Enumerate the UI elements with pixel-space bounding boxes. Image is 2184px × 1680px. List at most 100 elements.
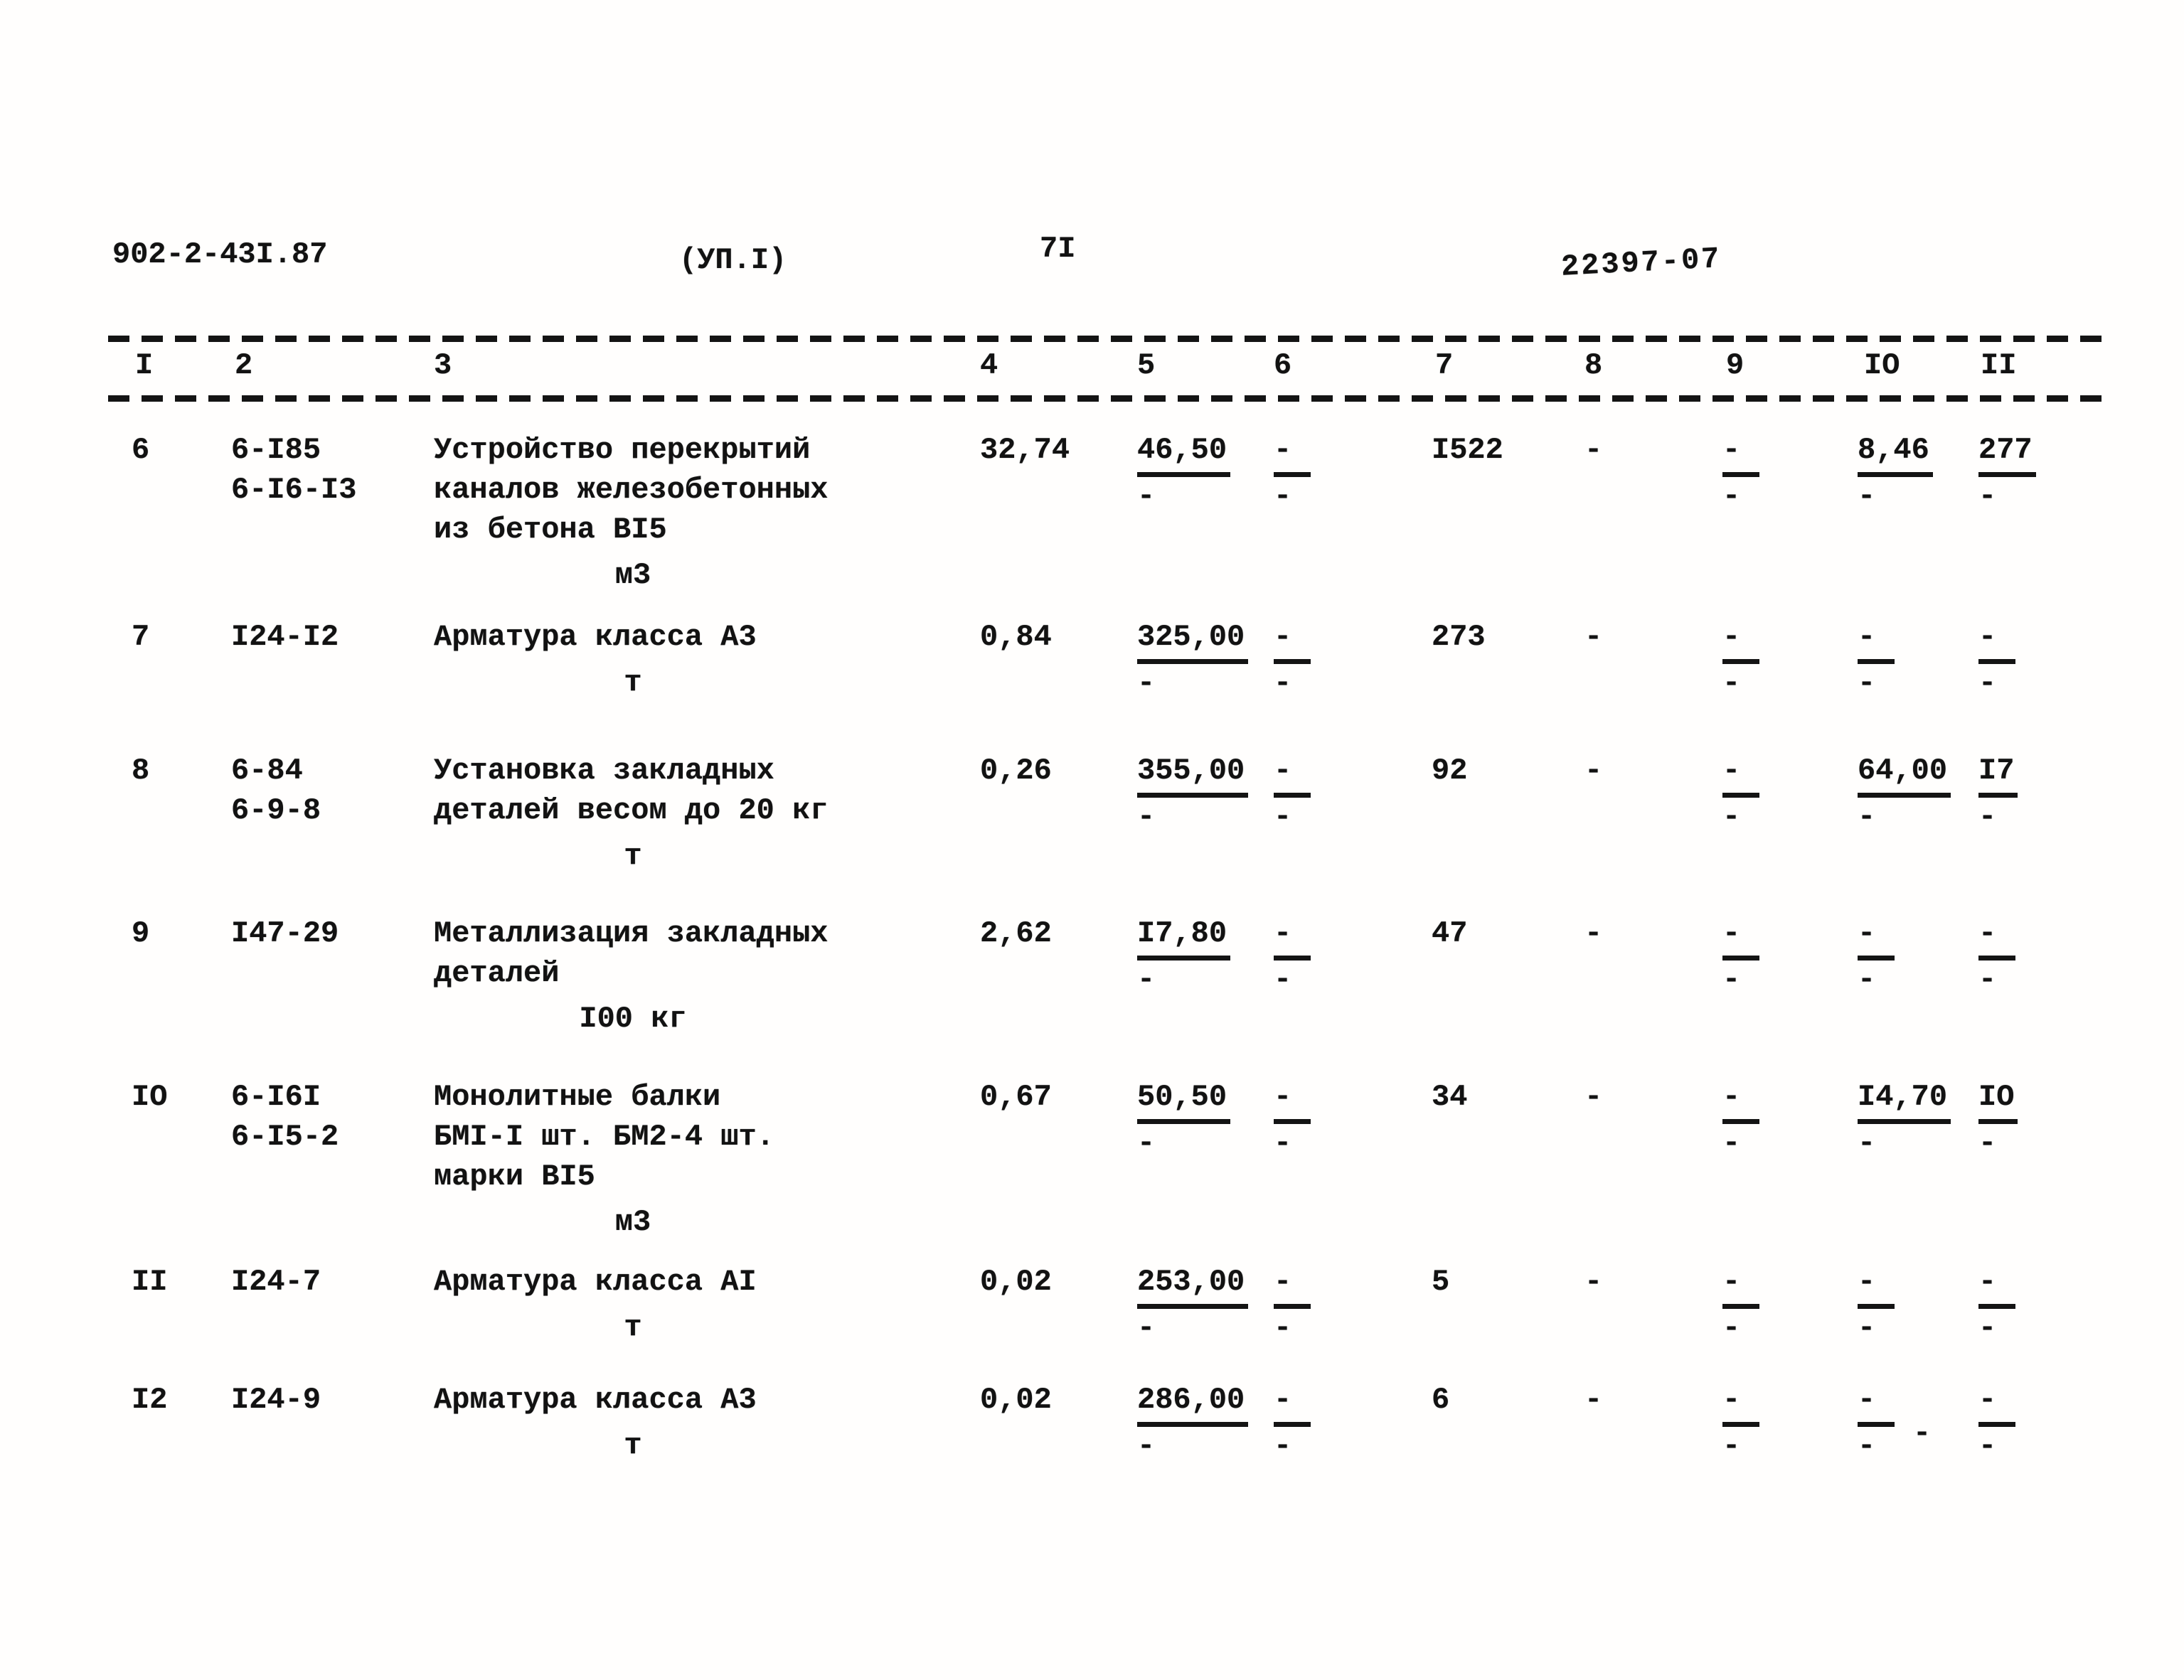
stray-dash-mark: - — [1913, 1416, 1932, 1450]
row-number: 9 — [132, 916, 150, 951]
fraction-top: I7 — [1978, 751, 2018, 798]
fraction-top: - — [1978, 1262, 2015, 1309]
fraction-bottom: - — [1858, 1311, 1876, 1345]
column-6-fraction: - - — [1274, 751, 1311, 833]
labor-unit-fraction: - - — [1858, 617, 1895, 700]
row-number: 7 — [132, 620, 150, 654]
fraction-bottom: - — [1722, 1126, 1741, 1160]
unit-cost-fraction: 325,00 - — [1137, 617, 1249, 700]
work-description: Установка закладных деталей весом до 20 … — [434, 751, 832, 876]
labor-unit-fraction: - - — [1858, 1380, 1895, 1462]
column-header-1: I — [135, 348, 154, 382]
fraction-top: - — [1722, 1077, 1759, 1124]
fraction-bottom: - — [1978, 1126, 1997, 1160]
fraction-top: - — [1274, 617, 1311, 664]
estimate-code: I24-I2 — [231, 620, 339, 654]
total-cost: I522 — [1432, 433, 1503, 467]
work-name: Металлизация закладных деталей — [434, 916, 829, 990]
total-cost: 34 — [1432, 1080, 1468, 1114]
column-9-fraction: - - — [1722, 617, 1759, 700]
fraction-top: - — [1978, 617, 2015, 664]
quantity: 32,74 — [980, 433, 1070, 467]
fraction-top: - — [1858, 1262, 1895, 1309]
fraction-top: - — [1978, 914, 2015, 961]
row-number: IO — [132, 1080, 168, 1114]
quantity: 0,67 — [980, 1080, 1052, 1114]
quantity: 2,62 — [980, 916, 1052, 951]
work-description: Арматура класса А3 т — [434, 1380, 832, 1465]
column-header-10: IO — [1864, 348, 1900, 382]
total-cost: 92 — [1432, 754, 1468, 788]
column-9-fraction: - - — [1722, 751, 1759, 833]
fraction-bottom: - — [1978, 1311, 1997, 1345]
stamp-number: 22397-07 — [1560, 242, 1722, 284]
column-9-fraction: - - — [1722, 1380, 1759, 1462]
labor-unit-fraction: I4,70 - — [1858, 1077, 1951, 1160]
labor-unit-fraction: 8,46 - — [1858, 430, 1933, 513]
work-description: Устройство перекрытий каналов железобето… — [434, 430, 832, 595]
fraction-bottom: - — [1137, 800, 1156, 834]
fraction-top: 64,00 — [1858, 751, 1951, 798]
unit-label: I00 кг — [579, 1002, 687, 1036]
fraction-top: 325,00 — [1137, 617, 1249, 664]
work-name: Арматура класса АI — [434, 1265, 757, 1299]
unit-label: м3 — [614, 558, 651, 592]
fraction-top: - — [1858, 914, 1895, 961]
column-header-6: 6 — [1274, 348, 1292, 382]
fraction-top: - — [1274, 1077, 1311, 1124]
fraction-bottom: - — [1137, 1429, 1156, 1463]
column-header-3: 3 — [434, 348, 452, 382]
unit-label: м3 — [614, 1205, 651, 1239]
fraction-bottom: - — [1978, 479, 1997, 513]
work-name: Устройство перекрытий каналов железобето… — [434, 433, 829, 547]
fraction-bottom: - — [1978, 1429, 1997, 1463]
column-6-fraction: - - — [1274, 617, 1311, 700]
labor-unit-fraction: - - — [1858, 914, 1895, 996]
fraction-top: - — [1722, 1380, 1759, 1427]
labor-unit-fraction: - - — [1858, 1262, 1895, 1344]
fraction-top: - — [1858, 1380, 1895, 1427]
total-cost: 6 — [1432, 1383, 1450, 1417]
quantity: 0,26 — [980, 754, 1052, 788]
fraction-bottom: - — [1137, 1311, 1156, 1345]
table-header-dashed-rule — [108, 395, 2108, 402]
column-8-value: - — [1584, 433, 1603, 467]
fraction-top: - — [1722, 751, 1759, 798]
unit-cost-fraction: 50,50 - — [1137, 1077, 1231, 1160]
fraction-bottom: - — [1722, 800, 1741, 834]
quantity: 0,84 — [980, 620, 1052, 654]
column-9-fraction: - - — [1722, 1262, 1759, 1344]
column-header-8: 8 — [1584, 348, 1603, 382]
table-top-dashed-rule — [108, 336, 2108, 342]
fraction-top: - — [1274, 1262, 1311, 1309]
fraction-top: 277 — [1978, 430, 2036, 477]
fraction-bottom: - — [1978, 800, 1997, 834]
column-9-fraction: - - — [1722, 430, 1759, 513]
unit-label: т — [624, 1310, 642, 1344]
work-description: Металлизация закладных деталей I00 кг — [434, 914, 832, 1039]
fraction-bottom: - — [1858, 479, 1876, 513]
estimate-code: I47-29 — [231, 916, 339, 951]
fraction-bottom: - — [1722, 479, 1741, 513]
column-8-value: - — [1584, 1265, 1603, 1299]
column-6-fraction: - - — [1274, 1380, 1311, 1462]
fraction-top: - — [1274, 430, 1311, 477]
row-number: 8 — [132, 754, 150, 788]
column-8-value: - — [1584, 1080, 1603, 1114]
fraction-bottom: - — [1274, 1429, 1292, 1463]
fraction-top: - — [1978, 1380, 2015, 1427]
fraction-top: - — [1722, 617, 1759, 664]
work-name: Арматура класса А3 — [434, 1383, 757, 1417]
quantity: 0,02 — [980, 1383, 1052, 1417]
fraction-top: - — [1722, 430, 1759, 477]
unit-cost-fraction: 253,00 - — [1137, 1262, 1249, 1345]
fraction-bottom: - — [1978, 666, 1997, 700]
column-8-value: - — [1584, 1383, 1603, 1417]
estimate-code: I24-7 — [231, 1265, 321, 1299]
row-number: II — [132, 1265, 168, 1299]
unit-cost-fraction: 46,50 - — [1137, 430, 1231, 513]
column-6-fraction: - - — [1274, 1262, 1311, 1344]
unit-cost-fraction: 355,00 - — [1137, 751, 1249, 834]
labor-total-fraction: - - — [1978, 1380, 2015, 1462]
